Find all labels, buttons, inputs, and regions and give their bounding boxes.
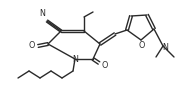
Text: N: N [72,55,78,64]
Text: N: N [162,43,168,52]
Text: N: N [39,9,45,18]
Text: O: O [139,40,145,49]
Text: O: O [29,41,35,51]
Text: O: O [102,61,108,69]
